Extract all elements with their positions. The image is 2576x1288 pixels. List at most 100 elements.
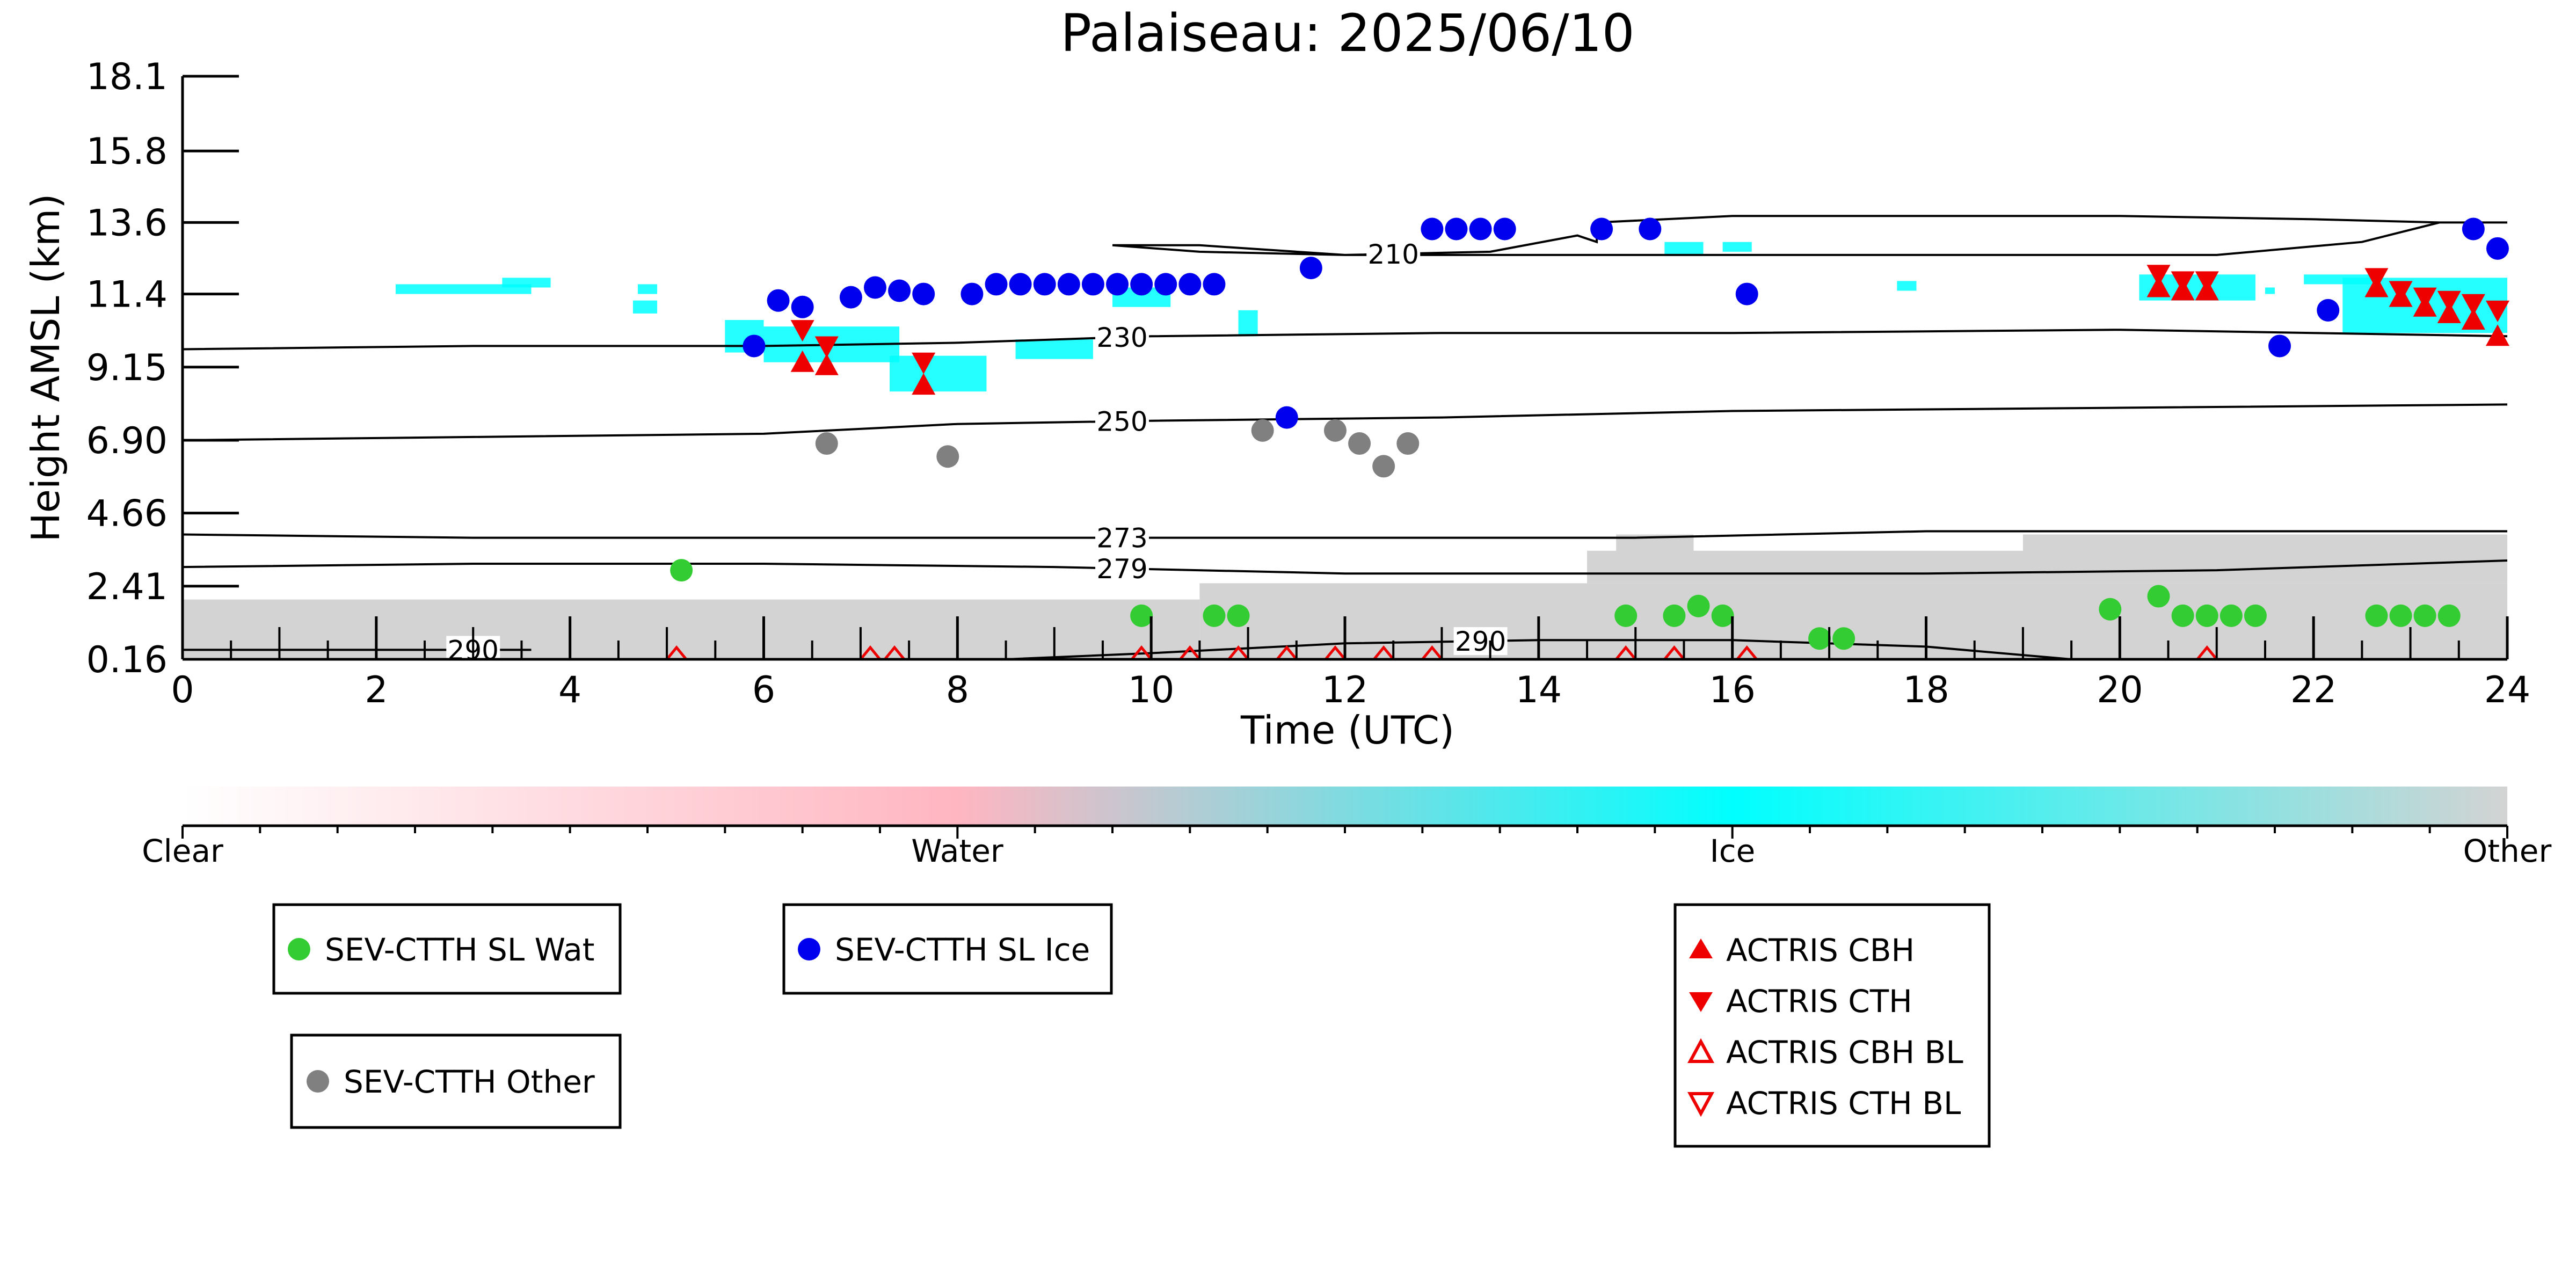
y-tick-label: 11.4 [86,274,168,316]
point-sev-ctth-sl-wat [1687,594,1710,617]
point-sev-ctth-sl-ice [960,282,984,305]
point-actris-cth [2461,294,2485,316]
point-actris-cth [2146,265,2171,287]
contour-label-250: 250 [1096,406,1147,438]
point-sev-ctth-sl-wat [2244,604,2267,627]
point-sev-ctth-sl-ice [1639,217,1662,241]
legend-label-actris-cbh-bl: ACTRIS CBH BL [1726,1034,1963,1071]
point-sev-ctth-sl-ice [1154,273,1177,296]
legend-label-actris-cth: ACTRIS CTH [1726,983,1912,1020]
chart-title: Palaiseau: 2025/06/10 [1060,3,1635,63]
point-sev-ctth-sl-ice [1299,257,1322,280]
other-mask-patch [1199,583,2507,659]
ice-mask-patch [1722,242,1752,252]
point-sev-ctth-sl-ice [743,334,766,358]
point-sev-ctth-other [815,432,838,455]
point-actris-cbh [912,373,936,395]
contour-label-273: 273 [1096,523,1147,554]
point-actris-cth [790,320,814,342]
point-sev-ctth-sl-ice [863,276,886,299]
contour-label-bg [1095,523,1149,552]
contour-line-279 [182,559,2508,575]
legend-box-sev-ice: SEV-CTTH SL Ice [782,903,1113,995]
x-tick-label: 24 [2484,669,2531,711]
x-tick-label: 20 [2097,669,2143,711]
point-sev-ctth-sl-ice [2317,299,2340,322]
point-sev-ctth-sl-ice [767,289,790,312]
point-sev-ctth-sl-ice [791,295,814,318]
colorbar-label-clear: Clear [142,833,223,869]
legend-box-actris: ACTRIS CBH ACTRIS CTH ACTRIS CBH BL ACTR… [1673,903,1991,1148]
y-tick-label: 6.90 [86,420,168,462]
contour-line-230 [182,329,2508,351]
other-mask-patch [1587,550,2507,584]
point-sev-ctth-sl-ice [1493,217,1516,241]
other-mask-layer [183,534,2507,659]
ice-mask-patch [890,355,987,392]
contour-label-bg [1095,407,1149,435]
point-sev-ctth-sl-ice [2268,334,2291,358]
colorbar-gradient [183,787,2507,825]
point-sev-ctth-sl-wat [2413,604,2436,627]
legend-marker-actris-cbh [1689,938,1713,958]
point-sev-ctth-other [936,445,959,468]
point-sev-ctth-sl-wat [2147,585,2170,608]
colorbar: Clear Water Ice Other [142,787,2551,869]
point-sev-ctth-sl-ice [1130,273,1153,296]
ice-mask-patch [1664,242,1704,255]
point-actris-cbh [790,350,814,372]
point-sev-ctth-sl-ice [1203,273,1226,296]
contour-label-230: 230 [1096,322,1147,353]
ice-mask-patch [1238,310,1258,337]
legend-box-sev-other: SEV-CTTH Other [290,1034,622,1129]
point-sev-ctth-other [1372,455,1395,478]
legend-label-actris-cbh: ACTRIS CBH [1726,932,1915,969]
point-sev-ctth-sl-wat [1832,627,1855,650]
contour-line-210 [1112,215,2507,256]
contour-label-279: 279 [1096,554,1147,585]
x-tick-label: 0 [171,669,194,711]
x-tick-label: 18 [1903,669,1949,711]
ice-mask-layer [395,242,2507,392]
point-actris-cth [2171,271,2195,293]
point-sev-ctth-sl-wat [2171,604,2194,627]
legend-label-actris-cth-bl: ACTRIS CTH BL [1726,1085,1961,1122]
point-sev-ctth-sl-wat [2195,604,2218,627]
contour-label-bg [1095,554,1149,583]
point-sev-ctth-sl-wat [1663,604,1686,627]
point-sev-ctth-sl-wat [670,559,693,582]
legend-marker-actris-cth-bl [1687,1092,1715,1117]
y-tick-label: 2.41 [86,566,168,608]
x-tick-label: 2 [365,669,388,711]
point-sev-ctth-sl-wat [1808,627,1831,650]
point-sev-ctth-sl-ice [1421,217,1444,241]
point-sev-ctth-sl-wat [1227,604,1250,627]
point-actris-cbh [2146,275,2171,297]
colorbar-ticks [181,826,2508,839]
point-sev-ctth-sl-ice [1469,217,1492,241]
point-sev-ctth-other [1323,419,1347,442]
legend-marker-sev-wat [288,938,310,960]
legend-marker-sev-ice [798,938,820,960]
point-sev-ctth-sl-ice [1735,282,1758,305]
colorbar-label-water: Water [911,833,1003,869]
legend-marker-actris-cbh-bl [1687,1038,1715,1063]
y-tick-label: 15.8 [86,130,168,173]
point-sev-ctth-sl-wat [2389,604,2412,627]
legend-label-sev-wat: SEV-CTTH SL Wat [325,932,595,968]
point-sev-ctth-sl-wat [1614,604,1638,627]
ice-mask-patch [637,284,658,294]
point-sev-ctth-sl-ice [1057,273,1080,296]
legends: SEV-CTTH SL Wat SEV-CTTH SL Ice SEV-CTTH… [272,903,1991,1148]
point-actris-cbh [2485,324,2509,346]
x-tick-label: 14 [1516,669,1562,711]
y-tick-label: 0.16 [86,639,168,681]
point-sev-ctth-sl-wat [1203,604,1226,627]
y-axis-label: Height AMSL (km) [23,194,68,542]
point-sev-ctth-sl-ice [1590,217,1613,241]
x-tick-label: 10 [1128,669,1175,711]
point-actris-cbh [814,353,839,375]
contour-label-bg [1095,323,1149,352]
point-actris-cbh [2461,308,2485,330]
